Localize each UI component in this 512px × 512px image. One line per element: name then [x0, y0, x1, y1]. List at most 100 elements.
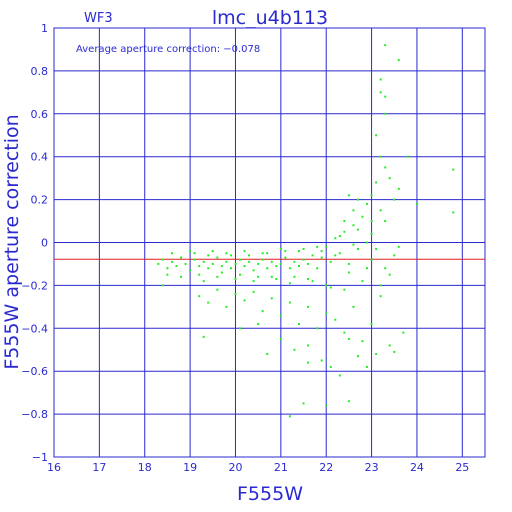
data-point [325, 404, 328, 407]
data-point [279, 247, 282, 250]
data-point [266, 252, 269, 255]
data-point [293, 275, 296, 278]
data-point [388, 177, 391, 180]
data-point [202, 335, 205, 338]
data-point [288, 282, 291, 285]
data-point [220, 265, 223, 268]
y-tick-label: −0.8 [21, 408, 48, 421]
data-point [284, 256, 287, 259]
data-point [388, 273, 391, 276]
data-point [243, 265, 246, 268]
data-point [307, 305, 310, 308]
data-point [216, 256, 219, 259]
data-point [307, 344, 310, 347]
data-point [297, 323, 300, 326]
data-point [311, 254, 314, 257]
data-point [257, 323, 260, 326]
data-point [370, 220, 373, 223]
chart-subtitle: WF3 [84, 11, 113, 26]
data-point [261, 252, 264, 255]
y-tick-label: 1 [41, 22, 48, 35]
data-point [338, 235, 341, 238]
data-point [375, 247, 378, 250]
data-point [379, 91, 382, 94]
data-point [384, 267, 387, 270]
data-point [279, 314, 282, 317]
data-point [252, 290, 255, 293]
data-point [329, 260, 332, 263]
data-point [338, 252, 341, 255]
data-point [406, 155, 409, 158]
grid [54, 28, 485, 457]
data-point [284, 250, 287, 253]
data-point [384, 220, 387, 223]
data-point [302, 258, 305, 261]
data-point [257, 275, 260, 278]
data-point [375, 181, 378, 184]
data-point [393, 198, 396, 201]
data-point [266, 353, 269, 356]
data-point [370, 323, 373, 326]
data-point [311, 280, 314, 283]
y-tick-label: 0.4 [31, 151, 49, 164]
data-point [343, 220, 346, 223]
data-point [229, 267, 232, 270]
y-tick-label: 0.6 [31, 108, 49, 121]
data-point [211, 250, 214, 253]
data-point [211, 262, 214, 265]
data-point [261, 258, 264, 261]
data-point [397, 187, 400, 190]
data-point [166, 273, 169, 276]
data-point [288, 415, 291, 418]
data-point [307, 277, 310, 280]
data-point [248, 254, 251, 257]
data-point [252, 280, 255, 283]
data-point [384, 166, 387, 169]
data-point [388, 344, 391, 347]
data-point [338, 374, 341, 377]
chart-title: lmc_u4b113 [212, 7, 328, 29]
data-point [415, 202, 418, 205]
x-tick-labels: 16 17 18 19 20 21 22 23 24 25 [47, 461, 469, 474]
y-tick-label: 0.2 [31, 194, 49, 207]
data-point [207, 267, 210, 270]
data-point [402, 331, 405, 334]
data-point [379, 155, 382, 158]
x-tick-label: 25 [455, 461, 469, 474]
data-point [193, 252, 196, 255]
data-point [343, 230, 346, 233]
data-point [375, 134, 378, 137]
data-point [234, 292, 237, 295]
data-point [198, 295, 201, 298]
data-point [175, 265, 178, 268]
data-point [279, 262, 282, 265]
data-point [356, 228, 359, 231]
data-point [379, 78, 382, 81]
x-tick-label: 17 [92, 461, 106, 474]
x-tick-label: 19 [183, 461, 197, 474]
data-point [370, 232, 373, 235]
data-point [370, 258, 373, 261]
data-point [225, 252, 228, 255]
data-point [166, 267, 169, 270]
data-point [161, 284, 164, 287]
data-point [352, 224, 355, 227]
data-point [329, 365, 332, 368]
average-annotation: Average aperture correction: −0.078 [76, 44, 260, 55]
data-point [243, 299, 246, 302]
x-tick-label: 21 [274, 461, 288, 474]
data-point [198, 265, 201, 268]
data-point [184, 262, 187, 265]
data-point [356, 247, 359, 250]
data-point [193, 258, 196, 261]
y-tick-label: 0.8 [31, 65, 49, 78]
data-point [334, 318, 337, 321]
data-point [229, 254, 232, 257]
data-point [316, 245, 319, 248]
data-point [452, 211, 455, 214]
data-point [347, 338, 350, 341]
data-point [216, 288, 219, 291]
x-tick-label: 18 [138, 461, 152, 474]
data-point [361, 280, 364, 283]
data-point [334, 254, 337, 257]
